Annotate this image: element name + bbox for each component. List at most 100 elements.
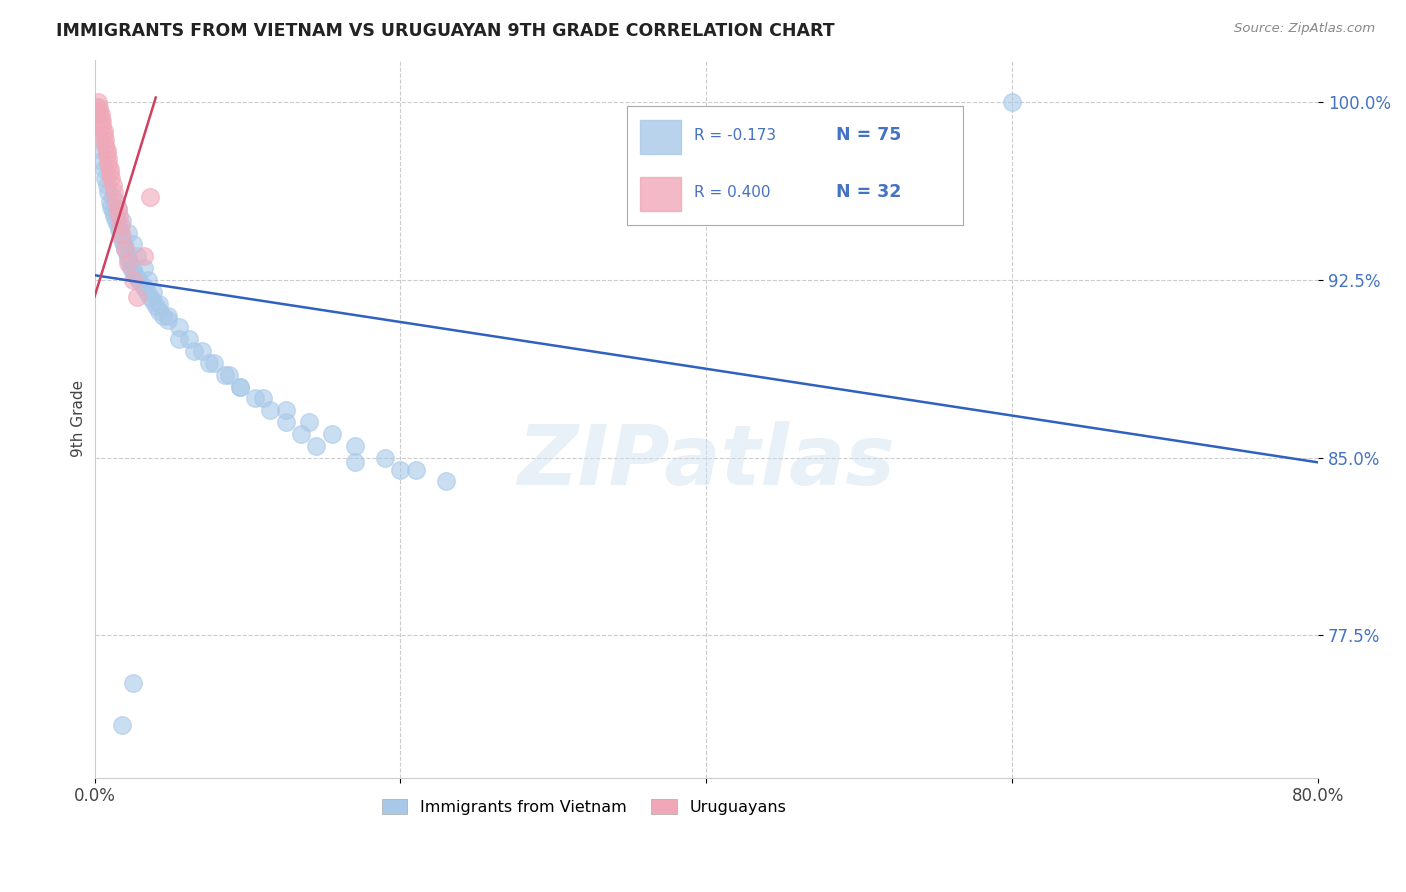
Y-axis label: 9th Grade: 9th Grade [72,380,86,457]
Point [114,242,136,256]
Point [91,114,114,128]
Point [94,171,117,186]
Legend: Immigrants from Vietnam, Uruguayans: Immigrants from Vietnam, Uruguayans [375,793,793,822]
Point [93,124,115,138]
Point [214,368,236,382]
Point [108,209,131,223]
Point [229,379,252,393]
Point [136,273,159,287]
Point [96,143,118,157]
Point [86,107,108,121]
Point [121,263,143,277]
Point [100,200,122,214]
Point [96,178,118,193]
Point [101,178,124,193]
Point [103,209,125,223]
Point [110,227,132,242]
Point [274,415,297,429]
Point [148,296,170,310]
Point [91,119,114,133]
Point [89,104,111,119]
Point [97,157,120,171]
Point [229,379,252,393]
Point [152,309,174,323]
Point [100,171,122,186]
Point [107,202,129,216]
Point [90,112,112,126]
Point [183,344,205,359]
Point [111,718,134,732]
Point [343,455,366,469]
Point [132,249,155,263]
Point [252,392,274,406]
Point [97,186,120,200]
Text: ZIPatlas: ZIPatlas [517,421,896,502]
Point [405,462,427,476]
Point [138,289,160,303]
Point [434,475,457,489]
Point [156,309,179,323]
Point [101,204,124,219]
Point [198,356,221,370]
Point [145,299,167,313]
Point [179,332,201,346]
Point [298,415,321,429]
Point [121,237,143,252]
Point [121,675,143,690]
Point [96,147,118,161]
Point [98,166,121,180]
Point [117,256,139,270]
Point [374,450,396,465]
Point [124,266,146,280]
Point [148,303,170,318]
Point [118,256,141,270]
Point [93,161,115,176]
Text: Source: ZipAtlas.com: Source: ZipAtlas.com [1234,22,1375,36]
Point [93,128,115,143]
Point [156,313,179,327]
Point [111,227,134,242]
Point [132,280,155,294]
Point [127,289,149,303]
Point [127,270,149,285]
Point [305,439,328,453]
Point [129,276,152,290]
Point [127,249,149,263]
Point [98,194,121,209]
Point [290,427,312,442]
Point [117,226,139,240]
Point [107,202,129,216]
Point [110,219,132,233]
Point [111,213,134,227]
Point [321,427,343,442]
Point [243,392,266,406]
Point [112,237,135,252]
Point [86,95,108,110]
Text: IMMIGRANTS FROM VIETNAM VS URUGUAYAN 9TH GRADE CORRELATION CHART: IMMIGRANTS FROM VIETNAM VS URUGUAYAN 9TH… [56,22,835,40]
Point [94,137,117,152]
Point [117,252,139,266]
Point [389,462,412,476]
Point [274,403,297,417]
Point [107,219,129,233]
Point [190,344,212,359]
Point [1001,95,1024,110]
Point [89,100,111,114]
Point [114,242,136,256]
Point [90,107,112,121]
Point [343,439,366,453]
Point [132,261,155,276]
Point [121,273,143,287]
Point [101,190,124,204]
Point [97,152,120,166]
Point [218,368,240,382]
Point [104,194,127,209]
Point [111,233,134,247]
Point [167,320,190,334]
Point [108,223,131,237]
Point [142,294,165,309]
Point [259,403,281,417]
Point [104,213,127,227]
Point [202,356,225,370]
Point [90,143,112,157]
